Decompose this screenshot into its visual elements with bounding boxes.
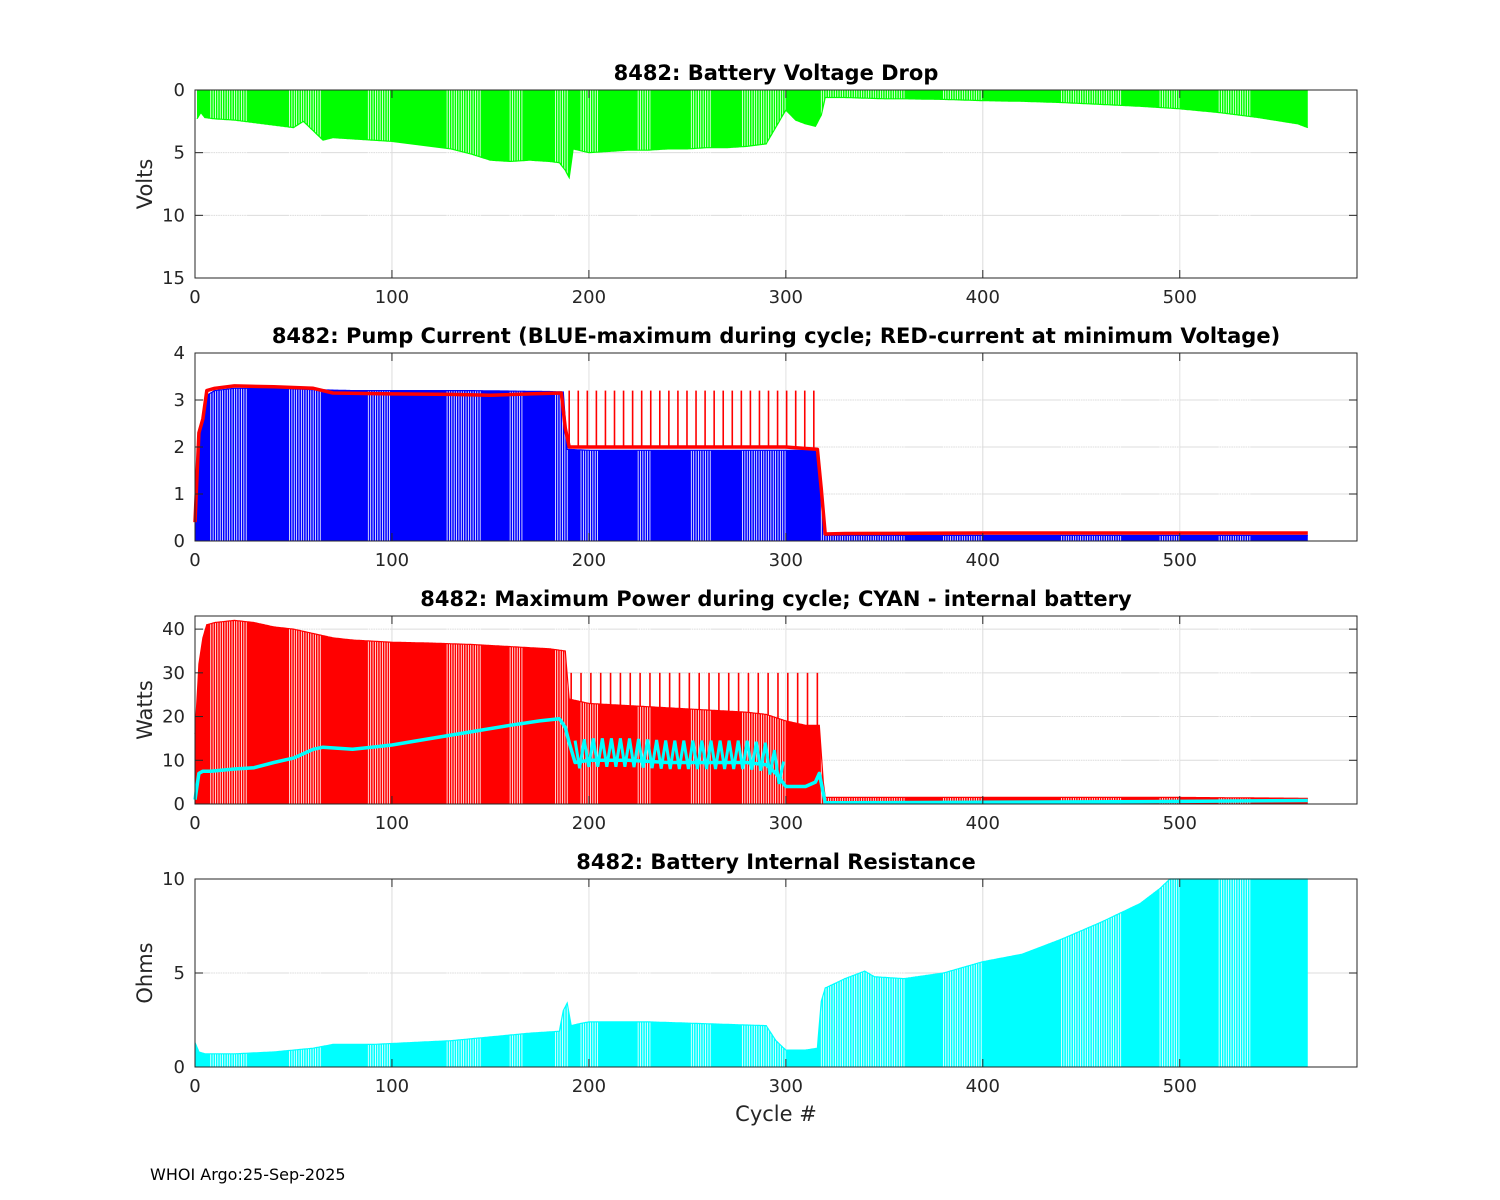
x-tick-label: 0: [189, 550, 200, 571]
x-tick-label: 100: [375, 287, 409, 308]
series-voltage-drop: [196, 90, 1309, 278]
x-tick-label: 0: [189, 1076, 200, 1097]
y-tick-label: 0: [174, 794, 185, 815]
x-tick-label: 200: [572, 550, 606, 571]
x-tick-label: 200: [572, 813, 606, 834]
x-tick-label: 200: [572, 287, 606, 308]
y-tick-label: 5: [174, 963, 185, 984]
series-maximum-power-spikes: [570, 672, 819, 726]
axes-box: [194, 89, 1358, 279]
x-axis-label: Cycle #: [735, 1102, 817, 1126]
x-tick-label: 0: [189, 813, 200, 834]
y-tick-label: 10: [162, 869, 185, 890]
series-blue-maximum-during-cycle: [194, 353, 1308, 541]
x-tick-label: 100: [375, 550, 409, 571]
y-tick-label: 1: [174, 484, 185, 505]
y-axis-label: Ohms: [133, 942, 157, 1003]
chart-title: 8482: Battery Internal Resistance: [576, 850, 976, 874]
chart-title: 8482: Battery Voltage Drop: [614, 61, 939, 85]
x-tick-label: 400: [966, 1076, 1000, 1097]
y-tick-label: 10: [162, 750, 185, 771]
series-internal-resistance: [194, 878, 1308, 1067]
chart-title: 8482: Pump Current (BLUE-maximum during …: [272, 324, 1280, 348]
series-area: [195, 879, 1308, 1067]
x-tick-label: 500: [1163, 550, 1197, 571]
x-tick-label: 500: [1163, 813, 1197, 834]
series-cyan-oscillations: [573, 738, 785, 785]
y-tick-label: 5: [174, 143, 185, 164]
series-red-spikes-every-6-cycles-: [568, 390, 815, 450]
y-tick-label: 10: [162, 205, 185, 226]
series-wiggle: [573, 738, 785, 785]
x-tick-label: 100: [375, 813, 409, 834]
x-tick-label: 500: [1163, 1076, 1197, 1097]
panel-1: 0 100 200 300 400 500 0 5 10 15 8482: Battery Volt…: [133, 61, 1358, 308]
x-tick-label: 300: [769, 550, 803, 571]
y-tick-label: 30: [162, 663, 185, 684]
x-tick-label: 500: [1163, 287, 1197, 308]
series-line: [193, 384, 1308, 536]
panel-3: 0 100 200 300 400 500 0 10 20 30 40 8482: Maximum P…: [133, 587, 1358, 834]
series-area: [196, 90, 1308, 178]
x-tick-label: 400: [966, 813, 1000, 834]
y-tick-label: 40: [162, 619, 185, 640]
y-tick-label: 0: [174, 1057, 185, 1078]
y-axis-label: Volts: [133, 159, 157, 210]
panel-2: 0 100 200 300 400 500 0 1 2 3 4 8482: Pump Current …: [174, 324, 1358, 571]
x-tick-label: 300: [769, 813, 803, 834]
x-tick-label: 400: [966, 287, 1000, 308]
y-tick-label: 3: [174, 390, 185, 411]
series-outline: [196, 96, 1309, 180]
series-line: [193, 716, 1308, 805]
x-tick-label: 300: [769, 287, 803, 308]
y-tick-label: 4: [174, 343, 185, 364]
x-tick-label: 300: [769, 1076, 803, 1097]
x-tick-label: 400: [966, 550, 1000, 571]
axes-box: [194, 615, 1358, 805]
y-tick-label: 0: [174, 531, 185, 552]
footer-text: WHOI Argo:25-Sep-2025: [150, 1165, 346, 1184]
y-tick-label: 0: [174, 80, 185, 101]
chart-title: 8482: Maximum Power during cycle; CYAN -…: [420, 587, 1132, 611]
series-outline: [194, 878, 1308, 1055]
x-tick-label: 200: [572, 1076, 606, 1097]
series-outline: [194, 387, 1308, 536]
x-tick-label: 0: [189, 287, 200, 308]
y-axis-label: Watts: [133, 680, 157, 740]
series-maximum-power: [194, 616, 1308, 804]
y-tick-label: 15: [162, 268, 185, 289]
y-tick-label: 20: [162, 707, 185, 728]
series-cyan-internal-battery: [193, 716, 1308, 805]
series-outline: [194, 619, 1308, 799]
x-tick-label: 100: [375, 1076, 409, 1097]
y-tick-label: 2: [174, 437, 185, 458]
series-red-current-at-minimum-voltage: [193, 384, 1308, 536]
panel-4: 0 100 200 300 400 500 0 5 10 8482: Battery Intern…: [133, 850, 1358, 1126]
